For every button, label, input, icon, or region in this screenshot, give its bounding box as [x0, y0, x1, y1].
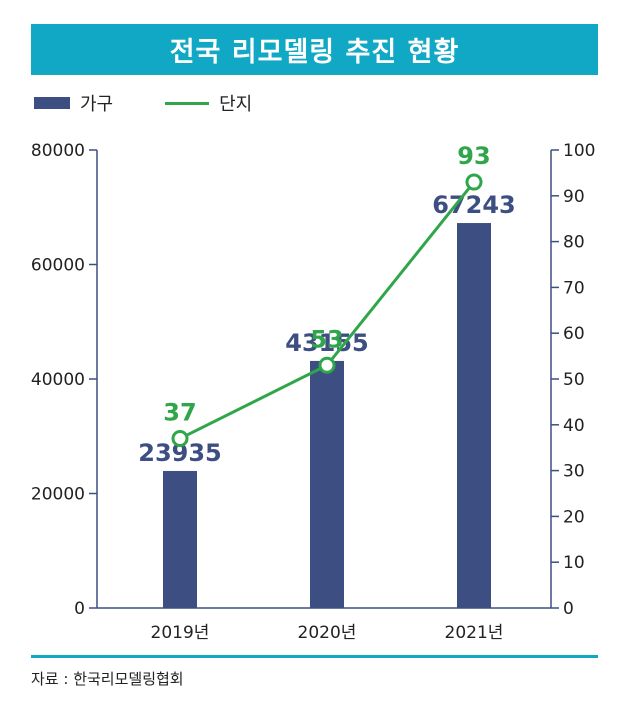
left-axis-tick-label: 40000 — [31, 370, 85, 390]
line-value-label: 37 — [163, 399, 196, 427]
right-axis-tick-label: 100 — [563, 141, 595, 161]
title-banner: 전국 리모델링 추진 현황 — [31, 24, 598, 75]
bar-value-label: 43155 — [285, 329, 369, 357]
right-axis-tick-label: 70 — [563, 278, 585, 298]
left-axis-tick-label: 0 — [74, 599, 85, 619]
right-axis-tick-label: 0 — [563, 599, 574, 619]
legend-bar-swatch — [34, 97, 70, 109]
bottom-divider — [31, 655, 598, 658]
legend-line-swatch — [165, 101, 210, 105]
bar-2019년 — [163, 470, 197, 608]
line-point-marker — [318, 356, 336, 374]
legend: 가구 단지 — [34, 90, 252, 116]
right-axis-tick-label: 90 — [563, 187, 585, 207]
line-value-label: 93 — [457, 142, 490, 170]
left-axis-tick-label: 20000 — [31, 485, 85, 505]
line-value-label: 53 — [310, 325, 343, 353]
line-point-marker — [171, 430, 189, 448]
right-axis-tick-label: 60 — [563, 324, 585, 344]
x-axis-category-label: 2021년 — [445, 623, 504, 643]
left-axis-tick-label: 80000 — [31, 141, 85, 161]
x-axis-category-label: 2019년 — [151, 623, 210, 643]
legend-bar-label: 가구 — [80, 94, 114, 115]
right-axis-tick-label: 50 — [563, 370, 585, 390]
x-axis-category-label: 2020년 — [298, 623, 357, 643]
line-point-marker — [465, 173, 483, 191]
left-axis-tick-label: 60000 — [31, 256, 85, 276]
source-note: 자료 : 한국리모델링협회 — [31, 670, 184, 688]
right-axis-tick-label: 40 — [563, 416, 585, 436]
legend-line-label: 단지 — [219, 94, 253, 115]
bar-2020년 — [310, 360, 344, 608]
right-axis-tick-label: 10 — [563, 553, 585, 573]
right-axis-tick-label: 20 — [563, 507, 585, 527]
right-axis-tick-label: 30 — [563, 462, 585, 482]
bar-2021년 — [457, 223, 491, 608]
chart-title: 전국 리모델링 추진 현황 — [169, 37, 460, 68]
right-axis-tick-label: 80 — [563, 233, 585, 253]
bar-value-label: 67243 — [432, 191, 516, 219]
combo-chart: 0 20000 40000 60000 80000 0 10 20 30 40 50 60 70 80 90… — [31, 141, 596, 643]
